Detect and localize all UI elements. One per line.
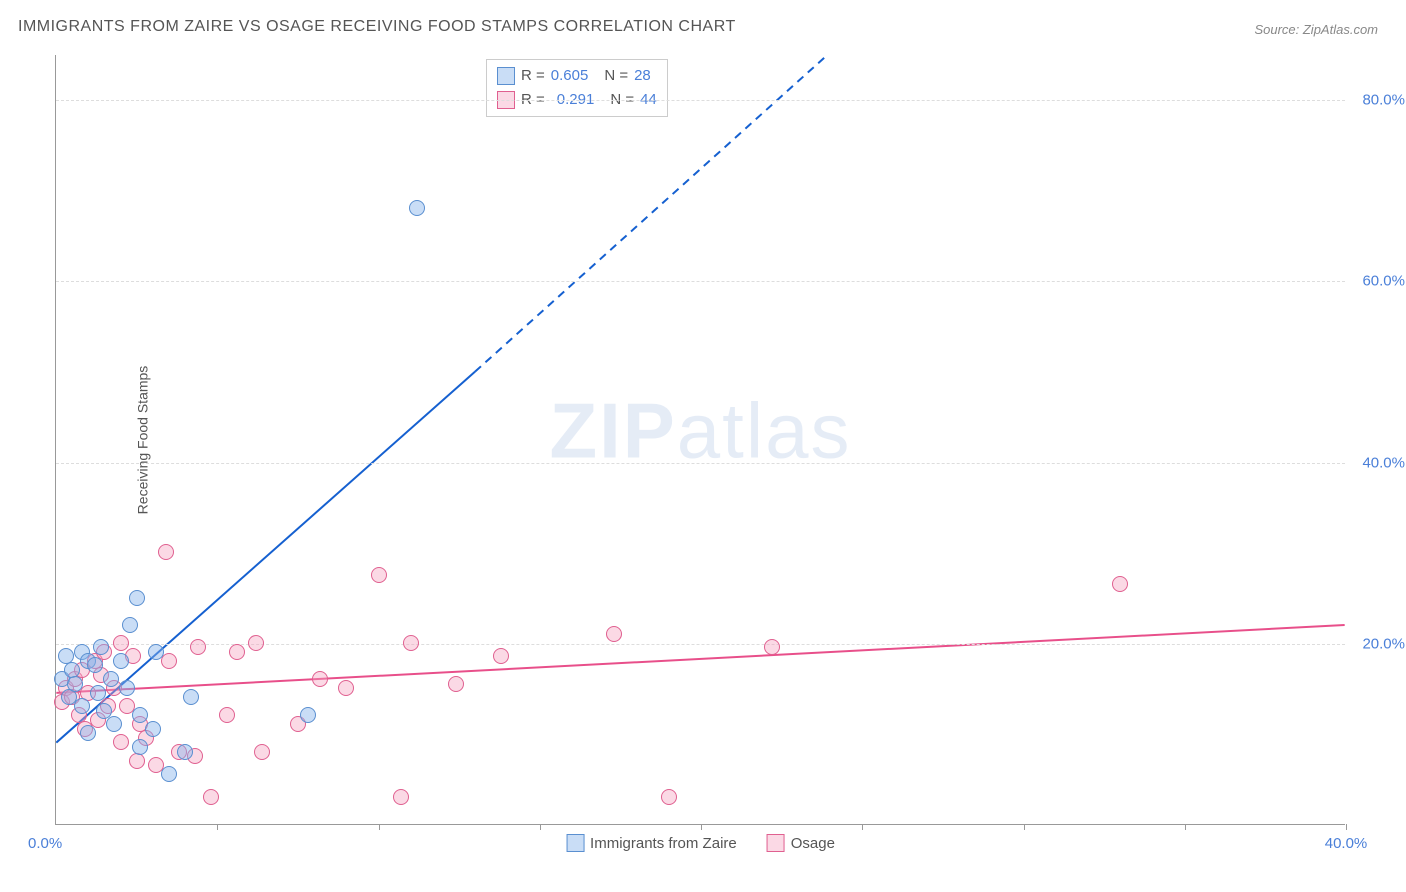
scatter-point-series1 <box>132 739 148 755</box>
xtick-mark <box>862 824 863 830</box>
bottom-legend: Immigrants from Zaire Osage <box>566 834 835 852</box>
stats-row-series1: R = 0.605 N = 28 <box>497 64 657 88</box>
scatter-point-series2 <box>203 789 219 805</box>
n-label: N = <box>604 64 628 88</box>
scatter-point-series1 <box>106 716 122 732</box>
ytick-label: 80.0% <box>1362 92 1405 109</box>
y-axis-label: Receiving Food Stamps <box>134 365 150 514</box>
scatter-point-series2 <box>606 626 622 642</box>
chart-container: IMMIGRANTS FROM ZAIRE VS OSAGE RECEIVING… <box>0 0 1406 892</box>
xtick-mark <box>540 824 541 830</box>
legend-item-series1: Immigrants from Zaire <box>566 834 737 852</box>
scatter-point-series1 <box>161 766 177 782</box>
swatch-series2-icon <box>767 834 785 852</box>
xtick-mark <box>1024 824 1025 830</box>
scatter-point-series1 <box>113 653 129 669</box>
watermark-bold: ZIP <box>549 386 676 474</box>
stats-legend: R = 0.605 N = 28 R = 0.291 N = 44 <box>486 59 668 117</box>
scatter-point-series1 <box>132 707 148 723</box>
scatter-point-series1 <box>103 671 119 687</box>
source-attribution: Source: ZipAtlas.com <box>1254 22 1378 37</box>
scatter-point-series2 <box>371 567 387 583</box>
legend-label-series2: Osage <box>791 835 835 852</box>
xtick-mark <box>379 824 380 830</box>
scatter-point-series2 <box>312 671 328 687</box>
xtick-mark <box>701 824 702 830</box>
scatter-point-series1 <box>90 685 106 701</box>
n-value-series1: 28 <box>634 64 651 88</box>
legend-label-series1: Immigrants from Zaire <box>590 835 737 852</box>
watermark-light: atlas <box>677 386 852 474</box>
ytick-label: 20.0% <box>1362 635 1405 652</box>
scatter-point-series2 <box>448 676 464 692</box>
gridline-h <box>56 100 1345 101</box>
scatter-point-series2 <box>190 639 206 655</box>
scatter-point-series1 <box>122 617 138 633</box>
xtick-mark <box>1346 824 1347 830</box>
scatter-point-series2 <box>129 753 145 769</box>
xtick-label: 40.0% <box>1325 835 1368 852</box>
gridline-h <box>56 463 1345 464</box>
scatter-point-series1 <box>67 676 83 692</box>
scatter-point-series1 <box>183 689 199 705</box>
scatter-point-series2 <box>248 635 264 651</box>
scatter-point-series2 <box>158 544 174 560</box>
scatter-point-series2 <box>661 789 677 805</box>
gridline-h <box>56 281 1345 282</box>
scatter-point-series1 <box>145 721 161 737</box>
scatter-point-series1 <box>300 707 316 723</box>
scatter-point-series1 <box>119 680 135 696</box>
x-origin-tick-label: 0.0% <box>28 835 62 852</box>
xtick-mark <box>1185 824 1186 830</box>
chart-title: IMMIGRANTS FROM ZAIRE VS OSAGE RECEIVING… <box>18 18 736 36</box>
ytick-label: 60.0% <box>1362 273 1405 290</box>
scatter-point-series2 <box>393 789 409 805</box>
scatter-point-series1 <box>74 698 90 714</box>
r-label: R = <box>521 64 545 88</box>
swatch-series1-icon <box>566 834 584 852</box>
xtick-mark <box>217 824 218 830</box>
swatch-series1 <box>497 67 515 85</box>
scatter-point-series2 <box>161 653 177 669</box>
scatter-point-series1 <box>80 725 96 741</box>
scatter-point-series2 <box>1112 576 1128 592</box>
ytick-label: 40.0% <box>1362 454 1405 471</box>
trend-lines <box>56 55 1345 824</box>
scatter-point-series1 <box>87 657 103 673</box>
scatter-point-series1 <box>93 639 109 655</box>
scatter-point-series2 <box>229 644 245 660</box>
legend-item-series2: Osage <box>767 834 835 852</box>
scatter-point-series2 <box>219 707 235 723</box>
r-value-series1: 0.605 <box>551 64 589 88</box>
scatter-point-series1 <box>148 644 164 660</box>
scatter-point-series2 <box>493 648 509 664</box>
scatter-point-series1 <box>409 200 425 216</box>
scatter-point-series1 <box>129 590 145 606</box>
plot-area: Receiving Food Stamps ZIPatlas R = 0.605… <box>55 55 1345 825</box>
scatter-point-series2 <box>338 680 354 696</box>
scatter-point-series2 <box>113 635 129 651</box>
scatter-point-series2 <box>113 734 129 750</box>
scatter-point-series1 <box>177 744 193 760</box>
scatter-point-series2 <box>403 635 419 651</box>
scatter-point-series2 <box>254 744 270 760</box>
scatter-point-series2 <box>764 639 780 655</box>
